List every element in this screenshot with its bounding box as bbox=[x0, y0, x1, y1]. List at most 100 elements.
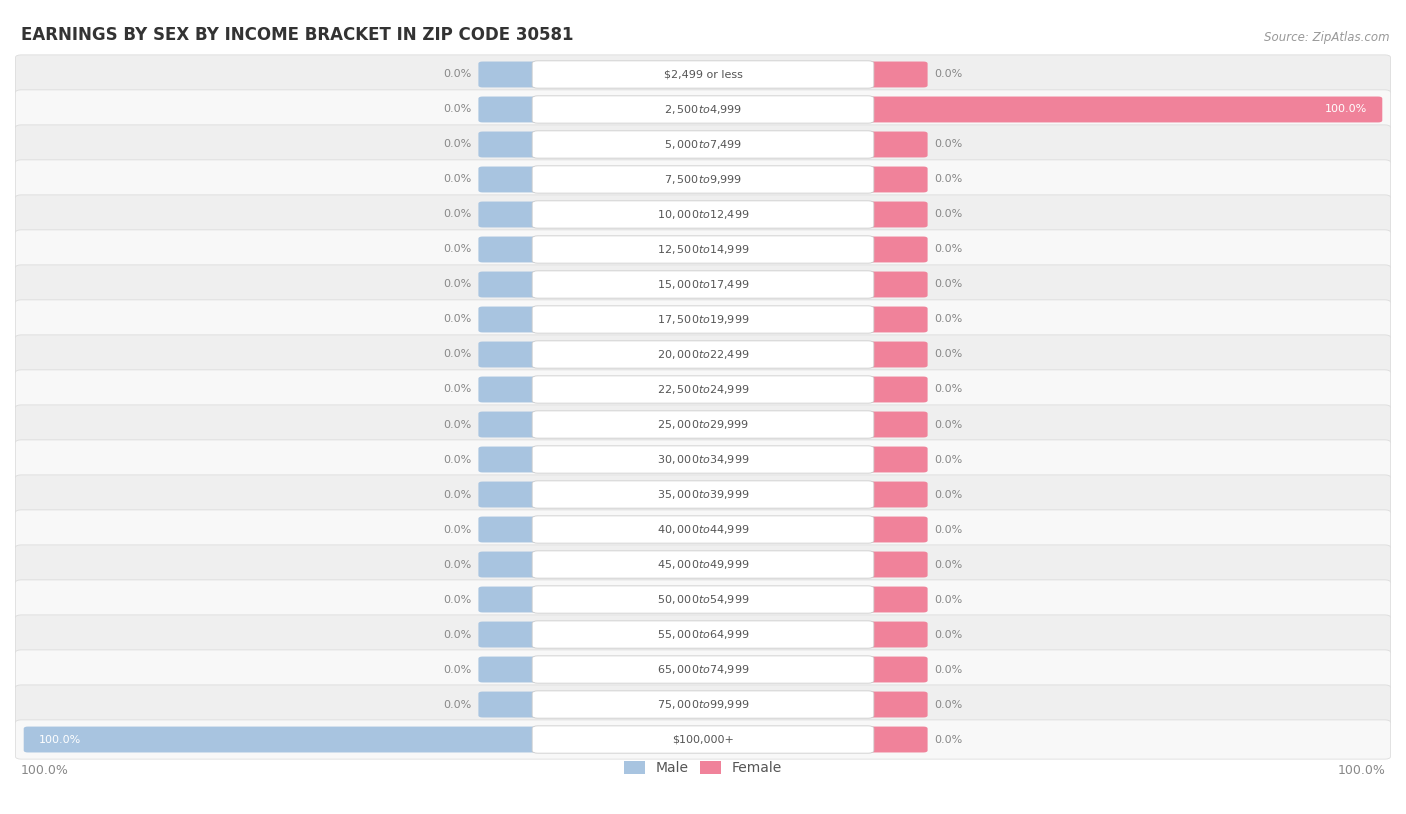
FancyBboxPatch shape bbox=[531, 96, 875, 123]
FancyBboxPatch shape bbox=[865, 342, 928, 367]
FancyBboxPatch shape bbox=[15, 300, 1391, 339]
FancyBboxPatch shape bbox=[865, 412, 928, 437]
FancyBboxPatch shape bbox=[531, 201, 875, 228]
FancyBboxPatch shape bbox=[865, 622, 928, 647]
Text: $30,000 to $34,999: $30,000 to $34,999 bbox=[657, 453, 749, 466]
Text: 0.0%: 0.0% bbox=[443, 594, 471, 605]
FancyBboxPatch shape bbox=[531, 446, 875, 473]
FancyBboxPatch shape bbox=[15, 90, 1391, 129]
Text: 0.0%: 0.0% bbox=[443, 244, 471, 255]
Text: 0.0%: 0.0% bbox=[443, 349, 471, 360]
FancyBboxPatch shape bbox=[865, 587, 928, 612]
FancyBboxPatch shape bbox=[531, 306, 875, 333]
FancyBboxPatch shape bbox=[15, 615, 1391, 654]
Text: $2,499 or less: $2,499 or less bbox=[664, 69, 742, 80]
Text: 0.0%: 0.0% bbox=[443, 174, 471, 185]
FancyBboxPatch shape bbox=[478, 237, 541, 262]
FancyBboxPatch shape bbox=[531, 61, 875, 88]
FancyBboxPatch shape bbox=[478, 62, 541, 87]
Text: 0.0%: 0.0% bbox=[935, 629, 963, 640]
Text: $45,000 to $49,999: $45,000 to $49,999 bbox=[657, 558, 749, 571]
FancyBboxPatch shape bbox=[15, 230, 1391, 269]
FancyBboxPatch shape bbox=[478, 552, 541, 577]
Text: 0.0%: 0.0% bbox=[935, 139, 963, 150]
FancyBboxPatch shape bbox=[15, 370, 1391, 409]
FancyBboxPatch shape bbox=[478, 272, 541, 297]
Text: 0.0%: 0.0% bbox=[935, 384, 963, 395]
FancyBboxPatch shape bbox=[478, 342, 541, 367]
FancyBboxPatch shape bbox=[865, 132, 928, 157]
Text: 0.0%: 0.0% bbox=[443, 104, 471, 115]
FancyBboxPatch shape bbox=[531, 411, 875, 438]
FancyBboxPatch shape bbox=[478, 412, 541, 437]
FancyBboxPatch shape bbox=[865, 272, 928, 297]
FancyBboxPatch shape bbox=[478, 97, 541, 122]
Text: 100.0%: 100.0% bbox=[39, 734, 82, 745]
FancyBboxPatch shape bbox=[865, 62, 928, 87]
FancyBboxPatch shape bbox=[15, 405, 1391, 444]
Text: 0.0%: 0.0% bbox=[443, 489, 471, 500]
Text: $22,500 to $24,999: $22,500 to $24,999 bbox=[657, 383, 749, 396]
Legend: Male, Female: Male, Female bbox=[621, 759, 785, 778]
FancyBboxPatch shape bbox=[15, 265, 1391, 304]
Text: 100.0%: 100.0% bbox=[21, 764, 69, 777]
Text: 0.0%: 0.0% bbox=[443, 699, 471, 710]
Text: $5,000 to $7,499: $5,000 to $7,499 bbox=[664, 138, 742, 151]
Text: 0.0%: 0.0% bbox=[935, 454, 963, 465]
Text: $15,000 to $17,499: $15,000 to $17,499 bbox=[657, 278, 749, 291]
FancyBboxPatch shape bbox=[865, 202, 928, 227]
Text: 0.0%: 0.0% bbox=[443, 209, 471, 220]
FancyBboxPatch shape bbox=[15, 160, 1391, 199]
Text: $2,500 to $4,999: $2,500 to $4,999 bbox=[664, 103, 742, 116]
Text: 0.0%: 0.0% bbox=[443, 629, 471, 640]
FancyBboxPatch shape bbox=[865, 552, 928, 577]
Text: $75,000 to $99,999: $75,000 to $99,999 bbox=[657, 698, 749, 711]
FancyBboxPatch shape bbox=[478, 447, 541, 472]
Text: Source: ZipAtlas.com: Source: ZipAtlas.com bbox=[1264, 32, 1389, 45]
Text: $10,000 to $12,499: $10,000 to $12,499 bbox=[657, 208, 749, 221]
Text: EARNINGS BY SEX BY INCOME BRACKET IN ZIP CODE 30581: EARNINGS BY SEX BY INCOME BRACKET IN ZIP… bbox=[21, 26, 574, 45]
FancyBboxPatch shape bbox=[531, 621, 875, 648]
Text: $17,500 to $19,999: $17,500 to $19,999 bbox=[657, 313, 749, 326]
Text: 0.0%: 0.0% bbox=[935, 594, 963, 605]
Text: 0.0%: 0.0% bbox=[443, 314, 471, 325]
FancyBboxPatch shape bbox=[865, 377, 928, 402]
Text: 100.0%: 100.0% bbox=[1324, 104, 1367, 115]
FancyBboxPatch shape bbox=[15, 335, 1391, 374]
Text: 0.0%: 0.0% bbox=[935, 559, 963, 570]
FancyBboxPatch shape bbox=[865, 727, 928, 752]
FancyBboxPatch shape bbox=[531, 656, 875, 683]
FancyBboxPatch shape bbox=[24, 727, 541, 752]
Text: $12,500 to $14,999: $12,500 to $14,999 bbox=[657, 243, 749, 256]
FancyBboxPatch shape bbox=[865, 97, 1382, 122]
FancyBboxPatch shape bbox=[15, 440, 1391, 479]
FancyBboxPatch shape bbox=[15, 195, 1391, 234]
FancyBboxPatch shape bbox=[15, 125, 1391, 164]
Text: 0.0%: 0.0% bbox=[935, 524, 963, 535]
FancyBboxPatch shape bbox=[15, 510, 1391, 549]
Text: 0.0%: 0.0% bbox=[443, 454, 471, 465]
FancyBboxPatch shape bbox=[15, 545, 1391, 584]
Text: $100,000+: $100,000+ bbox=[672, 734, 734, 745]
Text: $55,000 to $64,999: $55,000 to $64,999 bbox=[657, 628, 749, 641]
FancyBboxPatch shape bbox=[15, 580, 1391, 619]
Text: 0.0%: 0.0% bbox=[935, 734, 963, 745]
FancyBboxPatch shape bbox=[865, 482, 928, 507]
Text: $35,000 to $39,999: $35,000 to $39,999 bbox=[657, 488, 749, 501]
FancyBboxPatch shape bbox=[531, 586, 875, 613]
Text: 0.0%: 0.0% bbox=[935, 349, 963, 360]
FancyBboxPatch shape bbox=[15, 475, 1391, 514]
FancyBboxPatch shape bbox=[865, 447, 928, 472]
FancyBboxPatch shape bbox=[531, 481, 875, 508]
FancyBboxPatch shape bbox=[531, 166, 875, 193]
Text: 100.0%: 100.0% bbox=[1337, 764, 1385, 777]
Text: 0.0%: 0.0% bbox=[935, 699, 963, 710]
Text: 0.0%: 0.0% bbox=[443, 524, 471, 535]
FancyBboxPatch shape bbox=[15, 55, 1391, 94]
Text: $50,000 to $54,999: $50,000 to $54,999 bbox=[657, 593, 749, 606]
Text: $25,000 to $29,999: $25,000 to $29,999 bbox=[657, 418, 749, 431]
FancyBboxPatch shape bbox=[865, 657, 928, 682]
Text: 0.0%: 0.0% bbox=[935, 174, 963, 185]
Text: 0.0%: 0.0% bbox=[443, 419, 471, 430]
FancyBboxPatch shape bbox=[531, 271, 875, 298]
